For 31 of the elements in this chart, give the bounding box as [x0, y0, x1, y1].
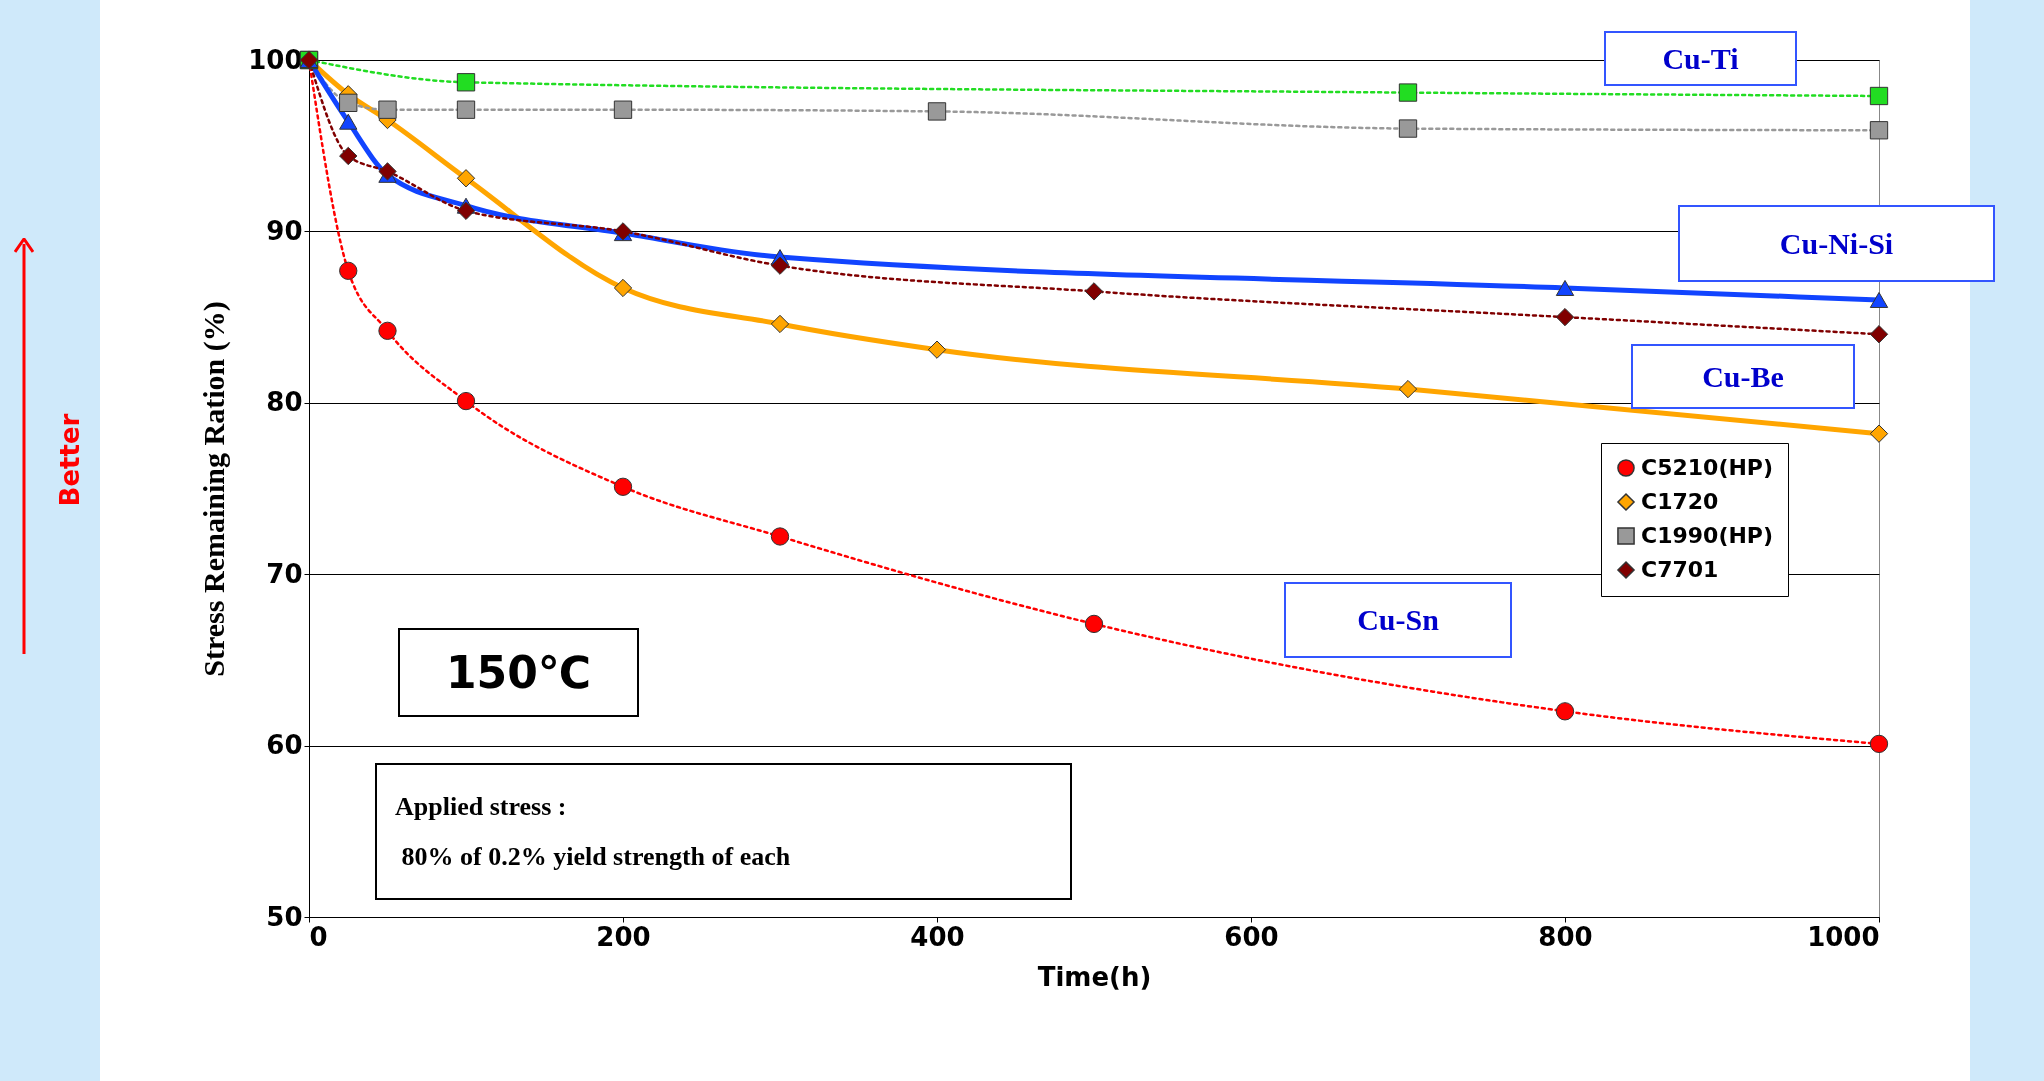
x-tick-label: 1000: [1807, 921, 1880, 952]
annotation: Cu-Sn: [1357, 603, 1439, 637]
annotation: Cu-Be: [1702, 359, 1784, 394]
annotation: 150℃: [445, 647, 592, 698]
label-box: Applied stress : 80% of 0.2% yield strength of each: [375, 763, 1072, 900]
x-axis-title: Time(h): [1037, 961, 1152, 992]
y-tick-label: 90: [266, 215, 303, 246]
y-tick-label: 50: [266, 901, 303, 932]
label-box: Cu-Ni-Si: [1678, 205, 1995, 282]
annotation: Cu-Ti: [1662, 41, 1739, 76]
annotation: Cu-Ni-Si: [1779, 226, 1894, 261]
label-box: Cu-Be: [1631, 344, 1855, 409]
y-axis-title: Stress Remaining Ration (%): [197, 301, 232, 677]
label-box: Cu-Sn: [1284, 582, 1512, 658]
legend-label: C1720: [1641, 489, 1719, 514]
label-box: 150℃: [398, 628, 639, 717]
x-tick-label: 400: [910, 921, 965, 952]
annotation: Applied stress : 80% of 0.2% yield strength of each: [395, 791, 791, 873]
x-tick-label: 800: [1538, 921, 1593, 952]
x-tick-label: 0: [309, 921, 328, 952]
text: Better: [55, 413, 86, 507]
legend-label: C1990(HP): [1641, 523, 1774, 548]
y-tick-label: 80: [266, 387, 303, 418]
y-tick-label: 70: [266, 558, 303, 589]
y-tick-label: 60: [266, 730, 303, 761]
x-tick-label: 200: [596, 921, 651, 952]
y-tick-label: 100: [248, 44, 303, 75]
label-box: Cu-Ti: [1604, 31, 1797, 86]
legend-label: C5210(HP): [1641, 455, 1774, 480]
legend-label: C7701: [1641, 557, 1719, 582]
x-tick-label: 600: [1224, 921, 1279, 952]
